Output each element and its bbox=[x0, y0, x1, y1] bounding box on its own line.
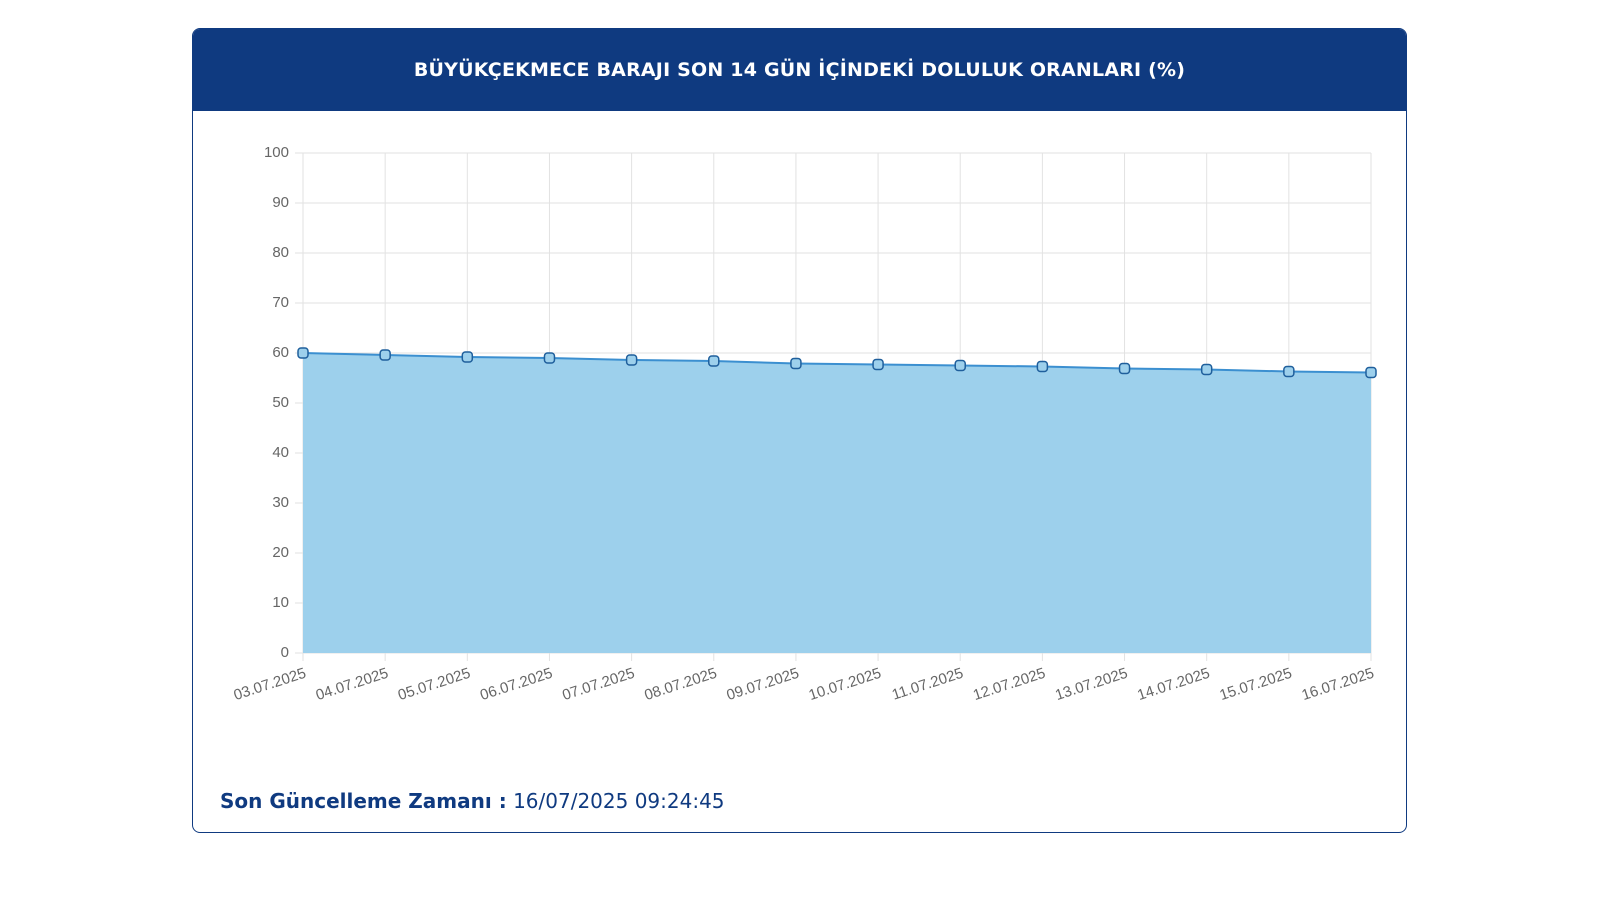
point bbox=[872, 358, 884, 371]
y-tick-label: 30 bbox=[272, 494, 289, 511]
point bbox=[1200, 363, 1213, 376]
x-tick-label: 16.07.2025 bbox=[1300, 665, 1377, 704]
y-tick-label: 10 bbox=[272, 594, 289, 611]
x-tick-label: 14.07.2025 bbox=[1135, 665, 1212, 704]
x-tick-label: 06.07.2025 bbox=[478, 665, 555, 704]
x-tick-label: 08.07.2025 bbox=[642, 665, 719, 704]
y-tick-label: 50 bbox=[272, 394, 289, 411]
y-tick-label: 100 bbox=[264, 144, 289, 161]
x-tick-label: 15.07.2025 bbox=[1217, 665, 1294, 704]
line bbox=[302, 352, 1372, 374]
y-tick-label: 40 bbox=[272, 444, 289, 461]
x-tick-label: 05.07.2025 bbox=[396, 665, 473, 704]
x-tick-label: 07.07.2025 bbox=[560, 665, 637, 704]
x-tick-label: 11.07.2025 bbox=[890, 665, 966, 704]
last-update-value: 16/07/2025 09:24:45 bbox=[513, 789, 725, 813]
point bbox=[625, 354, 638, 366]
point bbox=[790, 357, 802, 370]
y-tick-label: 60 bbox=[272, 344, 289, 361]
last-update: Son Güncelleme Zamanı : 16/07/2025 09:24… bbox=[220, 789, 725, 813]
y-tick-label: 90 bbox=[272, 194, 289, 211]
y-tick-label: 0 bbox=[281, 644, 289, 661]
point bbox=[297, 347, 309, 359]
point bbox=[379, 349, 391, 361]
x-tick-label: 10.07.2025 bbox=[807, 665, 884, 704]
point bbox=[543, 352, 556, 364]
point bbox=[461, 351, 474, 363]
point bbox=[1365, 366, 1377, 379]
x-tick-label: 03.07.2025 bbox=[232, 665, 309, 704]
chart: 0 10 20 30 40 50 60 70 80 90 100 03.07.2025 04.07.20… bbox=[232, 144, 1377, 704]
chart-title: BÜYÜKÇEKMECE BARAJI SON 14 GÜN İÇİNDEKİ … bbox=[193, 29, 1406, 111]
x-tick-label: 13.07.2025 bbox=[1053, 665, 1130, 704]
area bbox=[303, 353, 1371, 653]
x-tick-label: 04.07.2025 bbox=[314, 665, 391, 704]
x-tick-label: 12.07.2025 bbox=[971, 665, 1048, 704]
point bbox=[954, 359, 966, 372]
y-tick-label: 80 bbox=[272, 244, 289, 261]
y-tick-label: 20 bbox=[272, 544, 289, 561]
x-tick-label: 09.07.2025 bbox=[725, 665, 802, 704]
y-tick-label: 70 bbox=[272, 294, 289, 311]
last-update-label: Son Güncelleme Zamanı : bbox=[220, 789, 507, 813]
point bbox=[1036, 360, 1049, 373]
point bbox=[708, 355, 720, 367]
point bbox=[1118, 362, 1131, 375]
point bbox=[1283, 365, 1295, 378]
chart-card: BÜYÜKÇEKMECE BARAJI SON 14 GÜN İÇİNDEKİ … bbox=[192, 28, 1407, 833]
